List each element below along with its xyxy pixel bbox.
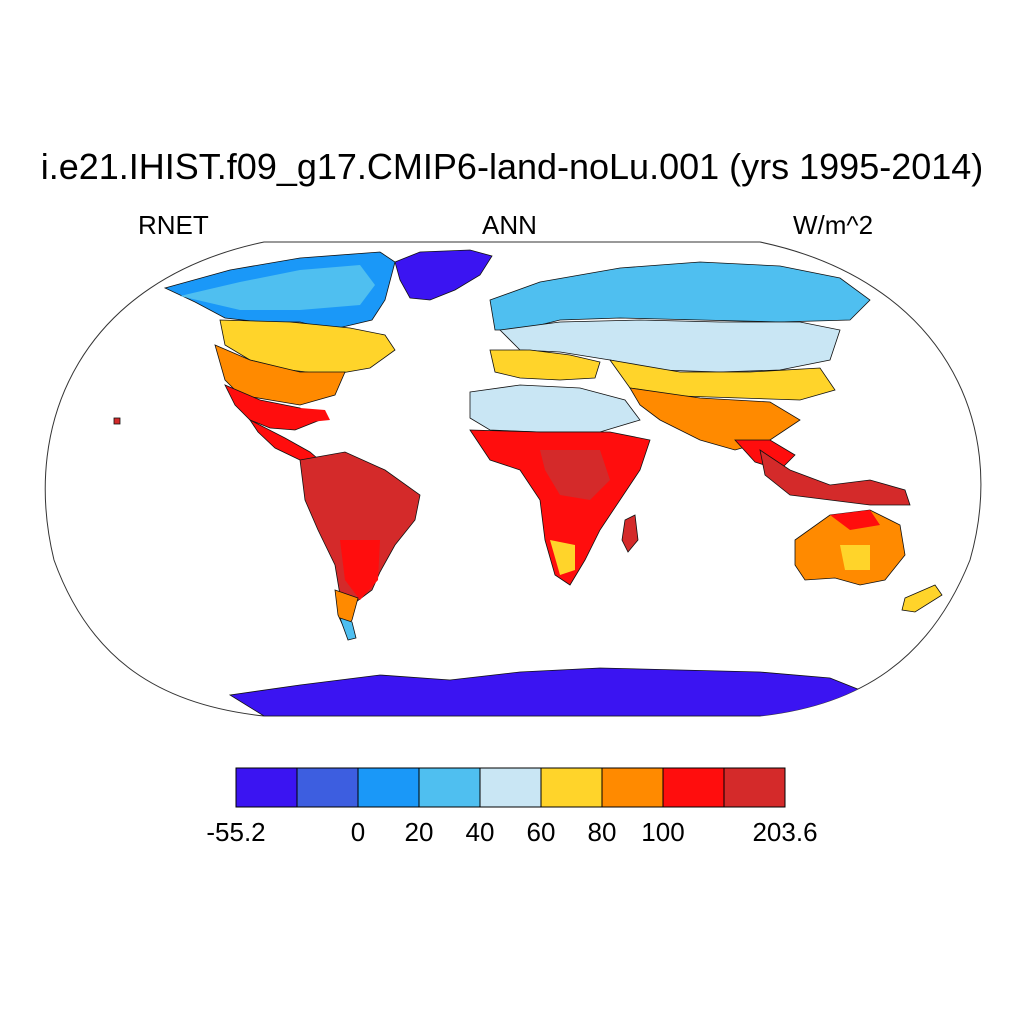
units-label: W/m^2 — [793, 210, 874, 240]
colorbar-swatch — [296, 767, 359, 808]
colorbar-swatch — [235, 767, 298, 808]
africa — [469, 384, 641, 433]
colorbar-swatch — [601, 767, 664, 808]
colorbar-tick-label: 203.6 — [752, 817, 818, 847]
new-zealand — [901, 584, 943, 613]
colorbar-tick-label: 60 — [526, 817, 556, 847]
colorbar-tick-label: 80 — [587, 817, 617, 847]
colorbar-swatch — [540, 767, 603, 808]
colorbar-tick-label: -55.2 — [206, 817, 266, 847]
season-label: ANN — [482, 210, 537, 240]
colorbar-swatch — [662, 767, 725, 808]
colorbar-tick-label: 40 — [465, 817, 495, 847]
madagascar — [621, 514, 639, 553]
colorbar-swatch — [479, 767, 542, 808]
plot-title: i.e21.IHIST.f09_g17.CMIP6-land-noLu.001 … — [40, 146, 984, 187]
colorbar-swatch — [418, 767, 481, 808]
antarctica — [228, 667, 861, 716]
greenland — [394, 249, 493, 301]
colorbar-tick-label: 0 — [350, 817, 366, 847]
colorbar-tick-label: 100 — [641, 817, 685, 847]
colorbar-swatch — [723, 767, 786, 808]
colorbar-tick-label: 20 — [404, 817, 434, 847]
variable-label: RNET — [138, 210, 209, 240]
colorbar-swatch — [357, 767, 420, 808]
maritime-continent — [759, 449, 911, 506]
colorbar — [235, 767, 786, 808]
